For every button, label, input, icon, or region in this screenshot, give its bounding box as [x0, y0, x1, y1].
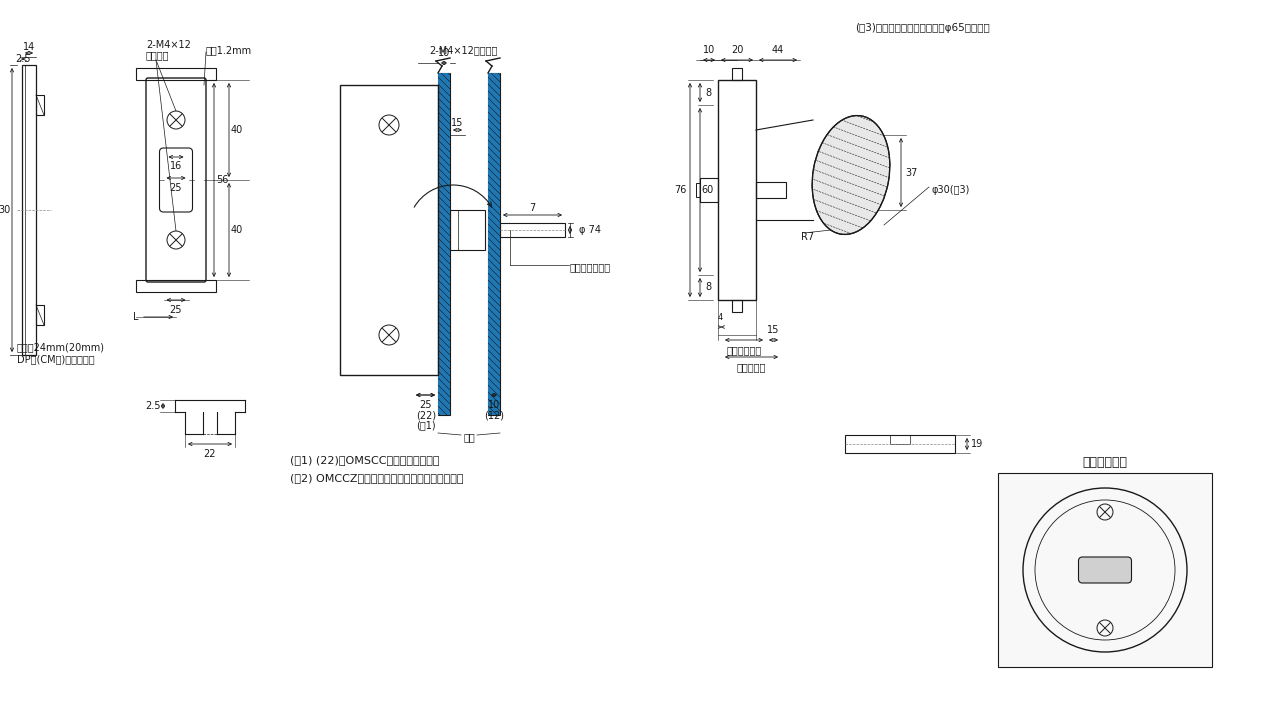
Text: 室内側外形図: 室内側外形図	[1083, 457, 1128, 470]
Bar	[732, 68, 742, 80]
Bar	[488, 73, 500, 415]
Text: (注3)ケースハンドル側の切欠φ65穴でも可: (注3)ケースハンドル側の切欠φ65穴でも可	[855, 23, 989, 33]
Bar	[36, 95, 44, 115]
Text: 皿小ねじ: 皿小ねじ	[146, 50, 169, 60]
Bar	[36, 305, 44, 325]
Text: 2.5: 2.5	[145, 401, 161, 411]
Text: 76: 76	[673, 185, 686, 195]
Text: φ 74: φ 74	[579, 225, 602, 235]
Text: ケース深さ: ケース深さ	[737, 362, 767, 372]
Bar	[500, 223, 564, 237]
Text: 4: 4	[717, 312, 723, 322]
Text: 10: 10	[438, 48, 451, 58]
Text: 60: 60	[701, 185, 714, 195]
Bar	[732, 300, 742, 312]
Text: 25: 25	[420, 400, 433, 410]
Text: 19: 19	[970, 439, 983, 449]
Text: 板厚1.2mm: 板厚1.2mm	[206, 45, 252, 55]
Bar	[845, 435, 955, 453]
Bar	[998, 473, 1212, 667]
Bar	[700, 178, 718, 202]
Text: 7: 7	[530, 203, 535, 213]
Text: 標準は24mm(20mm): 標準は24mm(20mm)	[17, 342, 105, 352]
Text: (注1): (注1)	[416, 420, 435, 430]
Text: 10: 10	[488, 400, 500, 410]
Bar	[488, 73, 500, 415]
Text: 40: 40	[230, 225, 243, 235]
Bar	[696, 183, 700, 197]
Text: DP型(CM型)ストライク: DP型(CM型)ストライク	[17, 354, 95, 364]
Text: 15: 15	[767, 325, 780, 335]
FancyBboxPatch shape	[1079, 557, 1132, 583]
Bar	[136, 68, 216, 80]
Text: 2-M4×12皿小ねじ: 2-M4×12皿小ねじ	[429, 45, 497, 55]
Bar	[22, 65, 36, 355]
Text: 8: 8	[705, 88, 712, 98]
Text: L: L	[133, 312, 138, 322]
Text: (12): (12)	[484, 410, 504, 420]
Text: バックセット: バックセット	[726, 345, 762, 355]
Text: 15: 15	[452, 118, 463, 128]
Text: 30: 30	[0, 205, 10, 215]
Text: 56: 56	[216, 175, 228, 185]
Bar	[451, 210, 485, 250]
Text: 16: 16	[170, 161, 182, 171]
Bar	[890, 435, 910, 444]
Text: (22): (22)	[416, 410, 436, 420]
Text: (注2) OMCCZ型の場合は扉内外の切欠のみです。: (注2) OMCCZ型の場合は扉内外の切欠のみです。	[291, 473, 463, 483]
Text: 2.5: 2.5	[15, 54, 31, 64]
Text: (注1) (22)はOMSCC型の場合を示す。: (注1) (22)はOMSCC型の場合を示す。	[291, 455, 439, 465]
Ellipse shape	[812, 116, 890, 235]
Text: 44: 44	[772, 45, 785, 55]
Text: 14: 14	[23, 42, 35, 52]
Text: 2-M4×12: 2-M4×12	[146, 40, 191, 50]
Text: 10: 10	[703, 45, 716, 55]
Text: φ30(注3): φ30(注3)	[931, 185, 969, 195]
Text: 扉厚: 扉厚	[463, 432, 475, 442]
Text: 22: 22	[204, 449, 216, 459]
Text: 20: 20	[731, 45, 744, 55]
Bar	[438, 73, 451, 415]
Text: 40: 40	[230, 125, 243, 135]
Bar	[718, 80, 756, 300]
Bar	[438, 73, 451, 415]
Text: 25: 25	[170, 305, 182, 315]
Bar	[136, 280, 216, 292]
Text: R7: R7	[801, 232, 814, 242]
Text: 25: 25	[170, 183, 182, 193]
Text: 8: 8	[705, 282, 712, 292]
Text: 37: 37	[905, 167, 918, 177]
Bar	[756, 182, 786, 198]
Bar	[340, 85, 438, 375]
Text: ケースハンドル: ケースハンドル	[570, 262, 611, 272]
